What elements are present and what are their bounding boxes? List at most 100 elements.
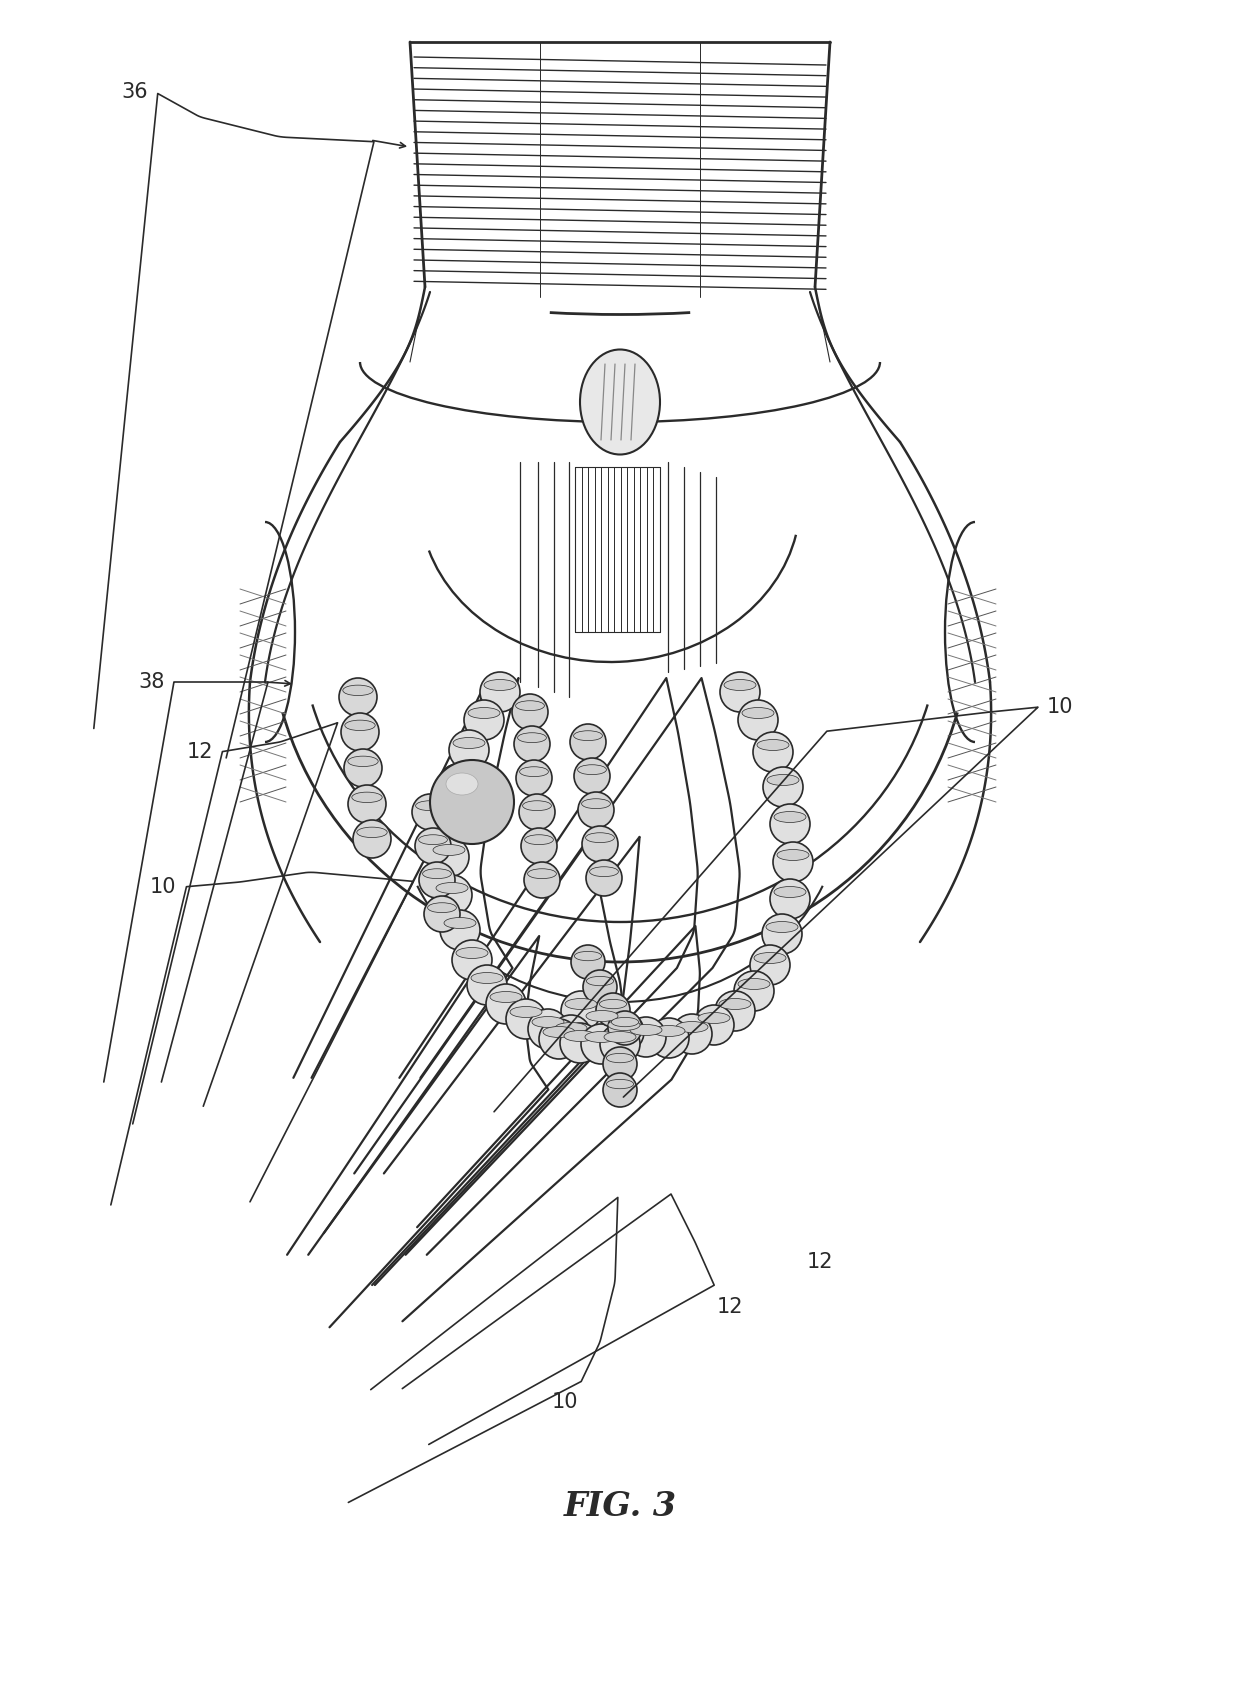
Circle shape <box>512 695 548 730</box>
Text: 12: 12 <box>717 1297 743 1317</box>
Circle shape <box>570 945 605 979</box>
Ellipse shape <box>587 976 614 986</box>
Ellipse shape <box>724 680 756 691</box>
Text: FIG. 3: FIG. 3 <box>563 1490 677 1524</box>
Ellipse shape <box>565 999 596 1009</box>
Circle shape <box>429 838 469 876</box>
Circle shape <box>515 727 551 762</box>
Ellipse shape <box>580 350 660 454</box>
Ellipse shape <box>520 767 548 777</box>
Circle shape <box>449 730 489 770</box>
Ellipse shape <box>342 685 373 696</box>
Circle shape <box>506 999 546 1039</box>
Ellipse shape <box>423 868 451 878</box>
Circle shape <box>521 828 557 865</box>
Circle shape <box>467 965 507 1006</box>
Circle shape <box>763 767 804 807</box>
Ellipse shape <box>471 972 503 984</box>
Ellipse shape <box>698 1013 730 1024</box>
Circle shape <box>582 1002 622 1043</box>
Circle shape <box>578 792 614 828</box>
Circle shape <box>720 673 760 711</box>
Ellipse shape <box>585 833 614 843</box>
Ellipse shape <box>606 1080 634 1088</box>
Circle shape <box>432 801 471 839</box>
Ellipse shape <box>527 868 557 878</box>
Ellipse shape <box>608 1019 640 1031</box>
Ellipse shape <box>467 708 500 718</box>
Circle shape <box>480 673 520 711</box>
Circle shape <box>432 875 472 915</box>
Text: 10: 10 <box>150 876 176 897</box>
Ellipse shape <box>345 720 376 730</box>
Circle shape <box>608 1011 642 1045</box>
Ellipse shape <box>738 979 770 989</box>
Ellipse shape <box>484 680 516 691</box>
Circle shape <box>753 732 794 772</box>
Circle shape <box>574 759 610 794</box>
Circle shape <box>734 971 774 1011</box>
Ellipse shape <box>415 801 444 811</box>
Ellipse shape <box>419 834 448 844</box>
Ellipse shape <box>630 1024 662 1036</box>
Circle shape <box>348 785 386 822</box>
Ellipse shape <box>543 1026 575 1038</box>
Ellipse shape <box>742 708 774 718</box>
Ellipse shape <box>446 774 477 796</box>
Ellipse shape <box>589 866 619 876</box>
Ellipse shape <box>754 952 786 964</box>
Circle shape <box>528 1009 568 1050</box>
Circle shape <box>583 971 618 1004</box>
Ellipse shape <box>357 828 387 838</box>
Ellipse shape <box>774 811 806 822</box>
Circle shape <box>539 1019 579 1060</box>
Ellipse shape <box>532 1016 564 1028</box>
Ellipse shape <box>768 774 799 785</box>
Text: 12: 12 <box>807 1251 833 1272</box>
Circle shape <box>516 760 552 796</box>
Circle shape <box>453 940 492 981</box>
Circle shape <box>738 700 777 740</box>
Ellipse shape <box>585 1031 618 1043</box>
Ellipse shape <box>510 1006 542 1018</box>
Ellipse shape <box>564 1031 596 1041</box>
Ellipse shape <box>490 991 522 1002</box>
Circle shape <box>520 794 556 829</box>
Ellipse shape <box>611 1018 639 1026</box>
Text: 10: 10 <box>552 1393 578 1411</box>
Circle shape <box>560 1023 600 1063</box>
Circle shape <box>582 1024 621 1065</box>
Ellipse shape <box>435 807 467 819</box>
Ellipse shape <box>517 733 547 743</box>
Circle shape <box>486 984 526 1024</box>
Ellipse shape <box>766 922 799 932</box>
Circle shape <box>551 1014 591 1055</box>
Circle shape <box>339 678 377 717</box>
Circle shape <box>672 1014 712 1055</box>
Circle shape <box>750 945 790 986</box>
Text: 10: 10 <box>1047 696 1074 717</box>
Ellipse shape <box>347 757 378 767</box>
Circle shape <box>770 880 810 918</box>
Circle shape <box>582 826 618 861</box>
Circle shape <box>604 1013 644 1051</box>
Circle shape <box>341 713 379 750</box>
Ellipse shape <box>606 1053 634 1063</box>
Circle shape <box>343 748 382 787</box>
Circle shape <box>773 843 813 881</box>
Ellipse shape <box>352 792 382 802</box>
Circle shape <box>603 1046 637 1082</box>
Circle shape <box>415 828 451 865</box>
Circle shape <box>464 700 503 740</box>
Circle shape <box>603 1073 637 1107</box>
Circle shape <box>438 764 477 804</box>
Ellipse shape <box>653 1026 684 1036</box>
Ellipse shape <box>436 883 467 893</box>
Circle shape <box>419 861 455 898</box>
Circle shape <box>596 992 630 1028</box>
Circle shape <box>694 1006 734 1045</box>
Circle shape <box>763 913 802 954</box>
Circle shape <box>353 821 391 858</box>
Ellipse shape <box>756 740 789 750</box>
Circle shape <box>600 1024 640 1065</box>
